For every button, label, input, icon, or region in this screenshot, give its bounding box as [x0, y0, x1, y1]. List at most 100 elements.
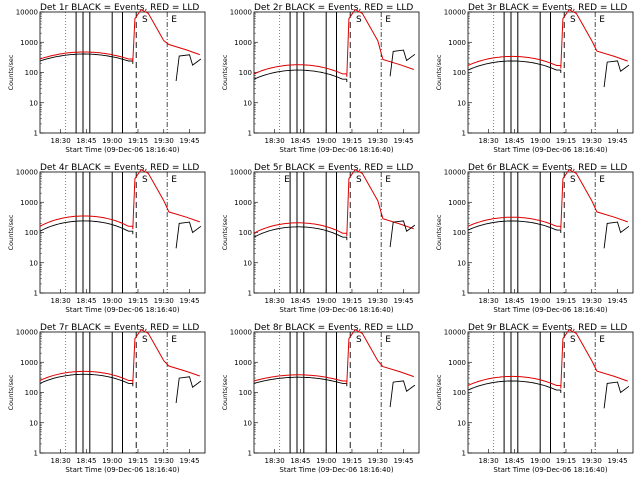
x-tick-label: 19:15: [128, 297, 148, 305]
panel-1: Det 1r BLACK = Events, RED = LLD 1 10 100 10…: [7, 3, 206, 154]
lld-series-line: [253, 168, 414, 237]
x-axis-label: Start Time (09-Dec-06 18:16:40): [65, 466, 179, 474]
y-axis-label: Counts/sec: [7, 214, 15, 250]
events-late-segment: [389, 220, 416, 248]
y-tick-label: 10: [29, 99, 38, 107]
y-tick-label: 10000: [230, 329, 252, 337]
marker-letter: E: [284, 175, 290, 185]
y-tick-label: 1000: [20, 39, 38, 47]
y-tick-label: 100: [239, 69, 252, 77]
marker-letter: E: [599, 15, 605, 25]
y-tick-label: 10: [457, 99, 466, 107]
y-tick-label: 1000: [20, 199, 38, 207]
y-tick-label: 10000: [16, 329, 38, 337]
x-tick-label: 18:45: [76, 137, 96, 145]
events-late-segment: [603, 60, 630, 88]
x-tick-label: 18:30: [51, 457, 71, 465]
events-late-segment: [389, 380, 416, 408]
events-series-line: [253, 69, 348, 83]
marker-letter: E: [385, 335, 391, 345]
panel-8: Det 8r BLACK = Events, RED = LLD 1 10 100 10…: [221, 323, 420, 474]
marker-letter: E: [171, 15, 177, 25]
x-tick-label: 19:15: [342, 297, 362, 305]
marker-letter: E: [171, 175, 177, 185]
events-late-segment: [603, 381, 630, 409]
panel-9: Det 9r BLACK = Events, RED = LLD 1 10 100 10…: [435, 323, 634, 474]
x-tick-label: 18:30: [265, 297, 285, 305]
marker-letter: S: [356, 335, 362, 345]
marker-letter: S: [356, 15, 362, 25]
events-late-segment: [175, 54, 202, 82]
lld-series-line: [39, 168, 200, 230]
marker-letter: E: [599, 175, 605, 185]
x-tick-label: 19:15: [342, 137, 362, 145]
x-tick-label: 18:30: [479, 137, 499, 145]
x-tick-label: 18:30: [479, 297, 499, 305]
x-tick-label: 19:15: [556, 297, 576, 305]
marker-letter: S: [142, 175, 148, 185]
marker-letter: S: [570, 335, 576, 345]
panel-title: Det 1r BLACK = Events, RED = LLD: [40, 3, 199, 13]
lld-series-line: [39, 8, 200, 62]
y-tick-label: 1: [34, 290, 38, 298]
y-axis-label: Counts/sec: [435, 214, 443, 250]
events-series-line: [253, 226, 348, 241]
events-series-line: [467, 220, 562, 233]
panel-title: Det 6r BLACK = Events, RED = LLD: [468, 163, 627, 173]
events-series-line: [467, 380, 562, 393]
x-tick-label: 19:15: [128, 137, 148, 145]
events-series-line: [253, 376, 348, 387]
x-tick-label: 19:30: [582, 457, 602, 465]
x-tick-label: 18:45: [76, 297, 96, 305]
y-tick-label: 100: [239, 389, 252, 397]
y-tick-label: 10000: [444, 9, 466, 17]
x-tick-label: 19:00: [102, 137, 122, 145]
y-axis-label: Counts/sec: [435, 54, 443, 90]
panel-title: Det 7r BLACK = Events, RED = LLD: [40, 323, 199, 333]
events-series-line: [467, 60, 562, 73]
x-tick-label: 19:15: [556, 457, 576, 465]
y-axis-label: Counts/sec: [435, 374, 443, 410]
x-tick-label: 18:30: [51, 137, 71, 145]
y-tick-label: 100: [25, 389, 38, 397]
y-tick-label: 100: [25, 229, 38, 237]
x-tick-label: 18:45: [290, 297, 310, 305]
y-tick-label: 1000: [234, 359, 252, 367]
x-tick-label: 19:00: [530, 297, 550, 305]
x-tick-label: 18:45: [504, 457, 524, 465]
panel-title: Det 8r BLACK = Events, RED = LLD: [254, 323, 413, 333]
events-series-line: [39, 220, 134, 235]
marker-letter: E: [599, 335, 605, 345]
x-tick-label: 19:45: [179, 457, 199, 465]
x-tick-label: 18:45: [504, 137, 524, 145]
y-tick-label: 10: [243, 99, 252, 107]
x-tick-label: 19:30: [154, 297, 174, 305]
y-axis-label: Counts/sec: [221, 54, 229, 90]
y-tick-label: 1: [34, 130, 38, 138]
x-tick-label: 19:45: [393, 457, 413, 465]
events-late-segment: [175, 376, 202, 404]
x-tick-label: 18:30: [265, 137, 285, 145]
x-tick-label: 19:15: [556, 137, 576, 145]
x-axis-label: Start Time (09-Dec-06 18:16:40): [65, 146, 179, 154]
x-tick-label: 19:15: [128, 457, 148, 465]
x-axis-label: Start Time (09-Dec-06 18:16:40): [65, 306, 179, 314]
events-late-segment: [175, 221, 202, 249]
x-tick-label: 19:45: [179, 137, 199, 145]
y-tick-label: 1000: [448, 39, 466, 47]
x-axis-label: Start Time (09-Dec-06 18:16:40): [279, 306, 393, 314]
marker-letter: S: [570, 15, 576, 25]
y-tick-label: 1: [462, 290, 466, 298]
marker-letter: E: [171, 335, 177, 345]
x-tick-label: 19:45: [607, 137, 627, 145]
panel-7: Det 7r BLACK = Events, RED = LLD 1 10 100 10…: [7, 323, 206, 474]
x-axis-label: Start Time (09-Dec-06 18:16:40): [493, 306, 607, 314]
y-tick-label: 10000: [230, 9, 252, 17]
y-tick-label: 1000: [234, 39, 252, 47]
lld-series-line: [467, 168, 628, 230]
y-axis-label: Counts/sec: [221, 214, 229, 250]
marker-letter: S: [356, 175, 362, 185]
x-tick-label: 19:30: [582, 137, 602, 145]
y-tick-label: 10: [29, 259, 38, 267]
